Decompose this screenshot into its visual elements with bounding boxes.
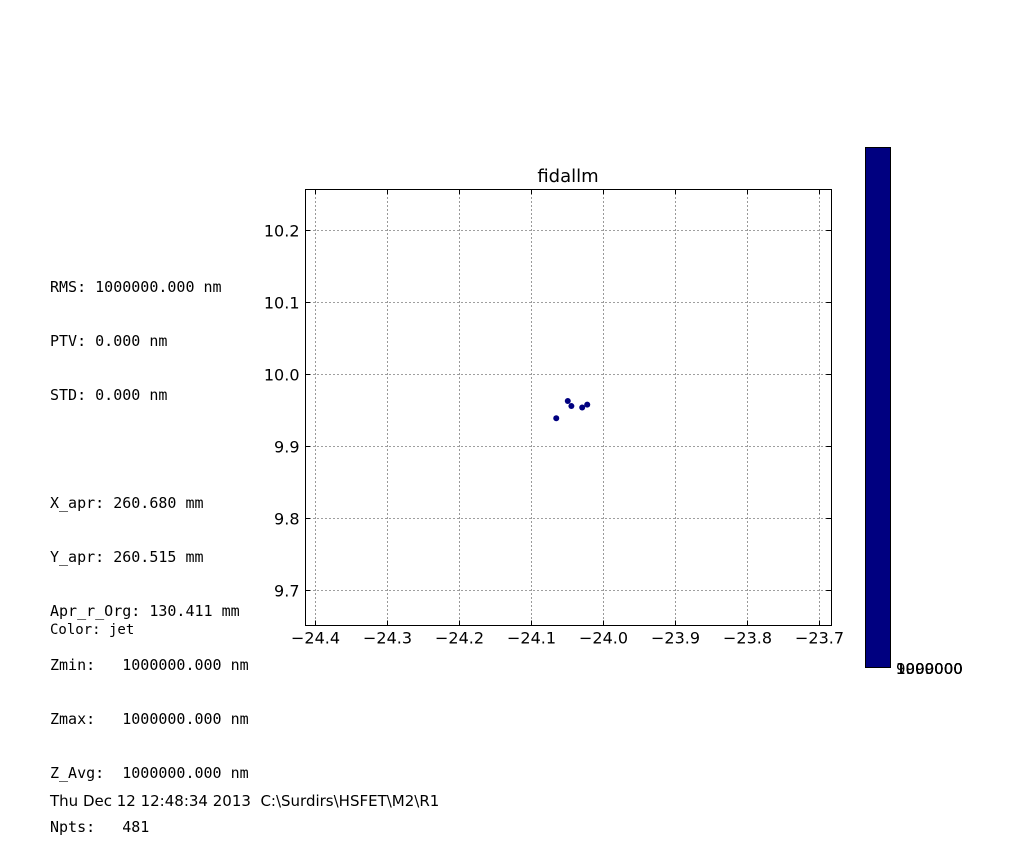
stat-npts: Npts: 481 xyxy=(50,818,150,836)
data-points xyxy=(553,398,591,422)
x-tick-label: −24.4 xyxy=(291,629,340,648)
stat-zmax: Zmax: 1000000.000 nm xyxy=(50,710,249,728)
y-tick-label: 9.8 xyxy=(274,510,299,529)
data-point xyxy=(568,403,575,410)
x-tick-label: −24.0 xyxy=(579,629,628,648)
stat-z-avg: Z_Avg: 1000000.000 nm xyxy=(50,764,249,782)
colorbar-tick-label: 1000000 xyxy=(896,660,963,678)
x-tick-label: −24.1 xyxy=(507,629,556,648)
colorbar-fill xyxy=(865,147,891,668)
x-tick-label: −23.8 xyxy=(723,629,772,648)
x-tick-label: −23.7 xyxy=(795,629,844,648)
stat-ptv: PTV: 0.000 nm xyxy=(50,332,168,350)
footer-timestamp-path: Thu Dec 12 12:48:34 2013 C:\Surdirs\HSFE… xyxy=(50,792,440,810)
stat-y-apr: Y_apr: 260.515 mm xyxy=(50,548,204,566)
y-tick-label: 10.2 xyxy=(264,222,300,241)
grid-lines xyxy=(305,189,832,626)
statistics-panel: RMS: 1000000.000 nm PTV: 0.000 nm STD: 0… xyxy=(50,242,249,854)
stat-rms: RMS: 1000000.000 nm xyxy=(50,278,222,296)
x-tick-label: −24.3 xyxy=(363,629,412,648)
y-tick-label: 10.0 xyxy=(264,366,300,385)
stat-x-apr: X_apr: 260.680 mm xyxy=(50,494,204,512)
colorbar-tick-label: 1000000 xyxy=(896,660,963,678)
chart-title: fidallm xyxy=(537,166,598,187)
stat-std: STD: 0.000 nm xyxy=(50,386,168,404)
y-tick-label: 9.9 xyxy=(274,438,299,457)
data-point xyxy=(564,398,571,405)
stat-apr-r-org: Apr_r_Org: 130.411 mm xyxy=(50,602,240,620)
y-tick-label: 9.7 xyxy=(274,582,299,601)
x-tick-label: −24.2 xyxy=(435,629,484,648)
colorbar-tick-label: 1000000 xyxy=(896,660,963,678)
plot-frame xyxy=(305,189,832,626)
scatter-chart: fidallm −24.4 −24.3 −24.2 −24.1 −24.0 −23.9 −2… xyxy=(264,147,963,678)
stat-zmin: Zmin: 1000000.000 nm xyxy=(50,656,249,674)
colorbar-tick-label: 9999000 xyxy=(896,660,963,678)
data-point xyxy=(584,401,591,408)
axis-ticks: −24.4 −24.3 −24.2 −24.1 −24.0 −23.9 −23.8 −23.7… xyxy=(264,189,844,648)
x-tick-label: −23.9 xyxy=(651,629,700,648)
color-map-label: Color: jet xyxy=(50,622,135,638)
colorbar-tick-label: 1000000 xyxy=(896,660,963,678)
data-point xyxy=(553,415,560,422)
y-tick-label: 10.1 xyxy=(264,294,300,313)
data-point xyxy=(579,404,586,411)
